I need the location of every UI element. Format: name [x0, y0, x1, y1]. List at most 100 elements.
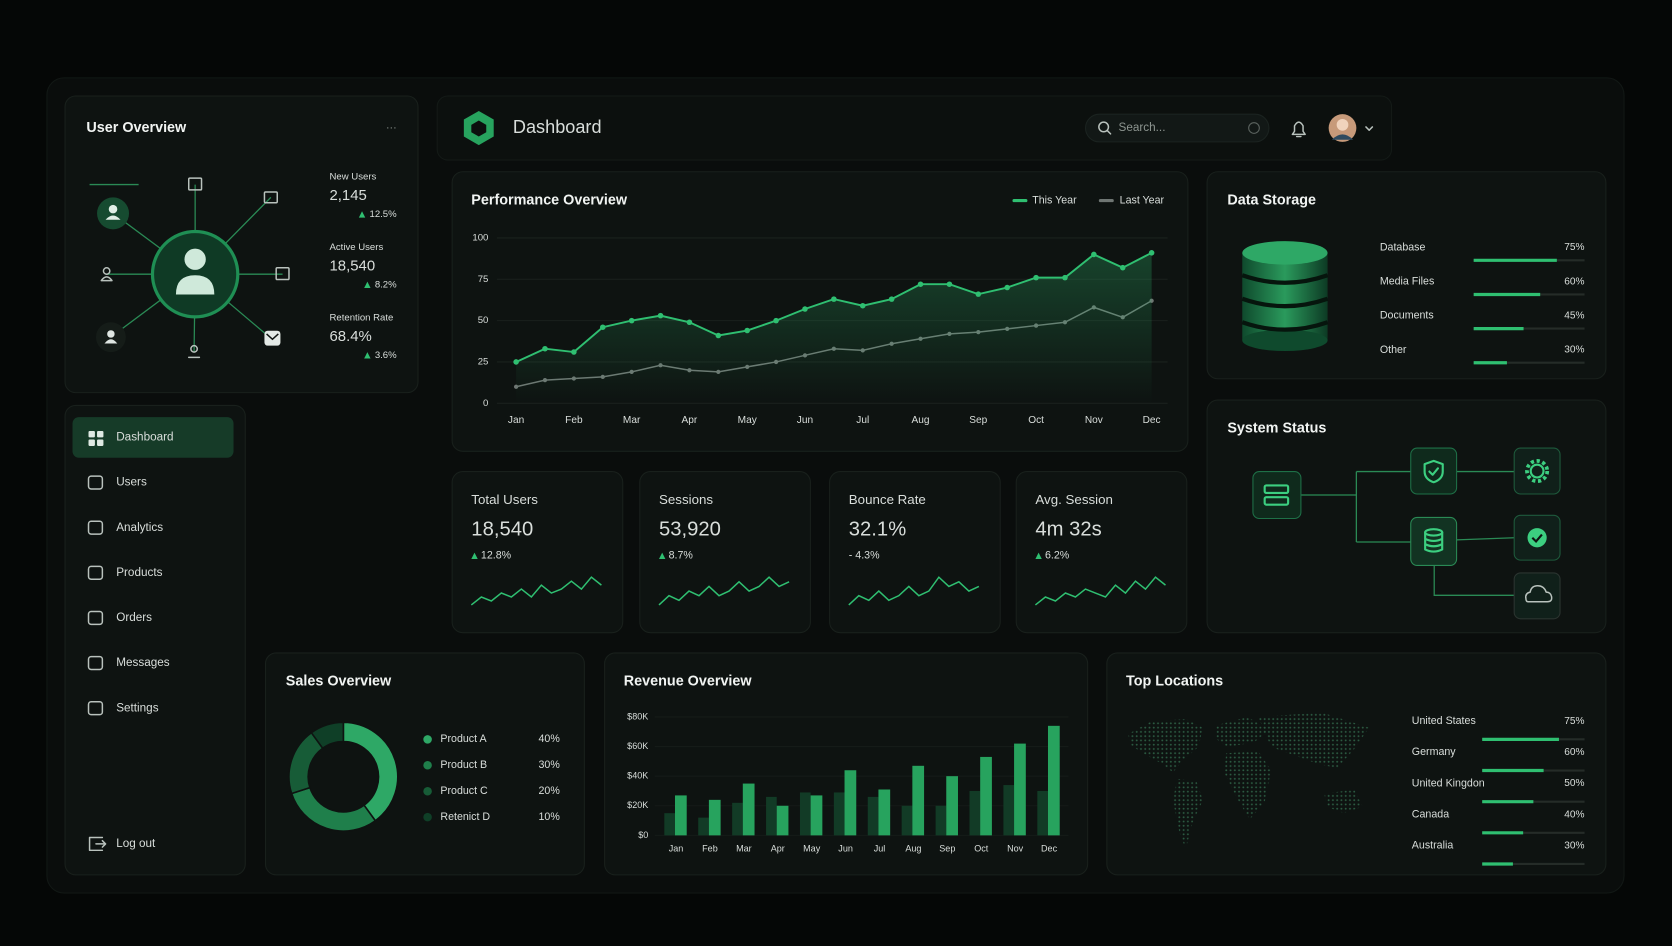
svg-text:···: ···: [386, 122, 397, 134]
item-value: 60%: [1564, 747, 1584, 758]
y-tick-label: 100: [472, 232, 488, 243]
kpi-label: Bounce Rate: [849, 492, 926, 507]
legend-label: Last Year: [1120, 194, 1165, 206]
item-label: United Kingdon: [1412, 777, 1485, 789]
item-value: 40%: [1564, 809, 1584, 820]
nav-item[interactable]: Messages: [116, 656, 170, 669]
legend-label: Retenict D: [440, 811, 490, 823]
legend-dot: [423, 735, 432, 744]
x-tick-label: Nov: [1007, 844, 1024, 854]
card-title: Sales Overview: [286, 674, 392, 690]
card-title: Performance Overview: [471, 192, 628, 208]
y-tick-label: $60K: [627, 741, 648, 751]
kpi-label: Total Users: [471, 492, 538, 507]
nav-icon: [87, 655, 104, 671]
nav-item[interactable]: Settings: [116, 701, 158, 714]
revenue-card: [604, 652, 1089, 876]
nav-item[interactable]: Dashboard: [116, 431, 173, 444]
card-title: Revenue Overview: [624, 674, 753, 690]
item-label: United States: [1412, 715, 1476, 727]
kpi-value: 53,920: [659, 519, 721, 541]
kpi-label: Avg. Session: [1035, 492, 1113, 507]
item-value: 60%: [1564, 276, 1584, 287]
point: [802, 306, 808, 312]
donut-segment: [342, 721, 399, 822]
x-tick-label: Oct: [1028, 415, 1044, 426]
nav-item[interactable]: Orders: [116, 611, 152, 624]
user-overview-card: User Overview ···: [64, 95, 419, 394]
bar: [810, 795, 823, 836]
stat-label: Retention Rate: [329, 312, 393, 323]
x-tick-label: Jan: [508, 415, 524, 426]
item-label: Germany: [1412, 746, 1456, 758]
nav-logout[interactable]: Log out: [116, 837, 156, 850]
point: [542, 345, 548, 352]
kpi-label: Sessions: [659, 492, 713, 507]
bar: [698, 817, 709, 836]
card-title: System Status: [1227, 421, 1326, 437]
item-value: 45%: [1564, 310, 1584, 321]
nav-icon: [87, 475, 104, 490]
legend-label: Product C: [440, 785, 488, 797]
nav-icon: [87, 520, 104, 535]
bar: [1014, 743, 1026, 836]
stat-label: New Users: [329, 172, 376, 183]
page-title: Dashboard: [513, 117, 602, 137]
point: [888, 296, 895, 302]
item-value: 50%: [1564, 778, 1584, 789]
x-tick-label: Apr: [682, 415, 698, 426]
point: [773, 317, 779, 324]
bar: [732, 802, 743, 836]
bar: [980, 756, 992, 836]
bar: [969, 790, 981, 836]
nav-item[interactable]: Products: [116, 566, 162, 579]
nav-icon: [97, 439, 104, 446]
y-tick-label: $0: [638, 830, 648, 840]
item-value: 75%: [1564, 716, 1584, 727]
point: [628, 317, 635, 324]
legend-label: Product B: [440, 759, 487, 771]
bar: [912, 765, 925, 836]
locations-card: [1106, 652, 1607, 876]
stat-value: 18,540: [329, 258, 375, 275]
bar: [1047, 725, 1060, 836]
point: [946, 281, 953, 287]
nav-item[interactable]: Analytics: [116, 521, 163, 534]
kpi-value: 4m 32s: [1035, 519, 1101, 541]
kpi-card: [451, 471, 624, 634]
sparkline: [658, 576, 790, 606]
sparkline: [470, 576, 602, 606]
stat-change: 12.5%: [370, 209, 398, 220]
item-label: Documents: [1380, 310, 1434, 322]
sparkline: [848, 576, 980, 606]
search-placeholder: Search...: [1119, 121, 1166, 134]
bar: [935, 805, 947, 836]
nav-icon: [97, 431, 104, 438]
logo: [463, 110, 494, 146]
legend-value: 10%: [538, 811, 560, 823]
logout-icon: [88, 836, 107, 852]
bar: [1037, 790, 1048, 836]
item-value: 30%: [1564, 841, 1584, 852]
notifications[interactable]: [1291, 121, 1306, 138]
y-tick-label: $20K: [627, 800, 648, 810]
item-label: Database: [1380, 241, 1426, 253]
item-value: 75%: [1564, 242, 1584, 253]
item-label: Media Files: [1380, 275, 1434, 287]
bar: [901, 805, 913, 836]
legend-value: 30%: [538, 759, 560, 771]
point: [917, 281, 924, 287]
x-tick-label: Nov: [1085, 415, 1104, 426]
nav-icon: [88, 439, 95, 446]
system-status-card: [1206, 399, 1607, 634]
donut-segment: [310, 721, 345, 750]
bar: [742, 783, 755, 836]
search-box[interactable]: [1084, 113, 1270, 143]
nav-item[interactable]: Users: [116, 476, 147, 489]
trend-icon: [364, 352, 371, 359]
trend-icon: [658, 552, 666, 560]
item-label: Australia: [1412, 840, 1454, 852]
x-tick-label: Mar: [623, 415, 641, 426]
bar: [674, 795, 687, 836]
